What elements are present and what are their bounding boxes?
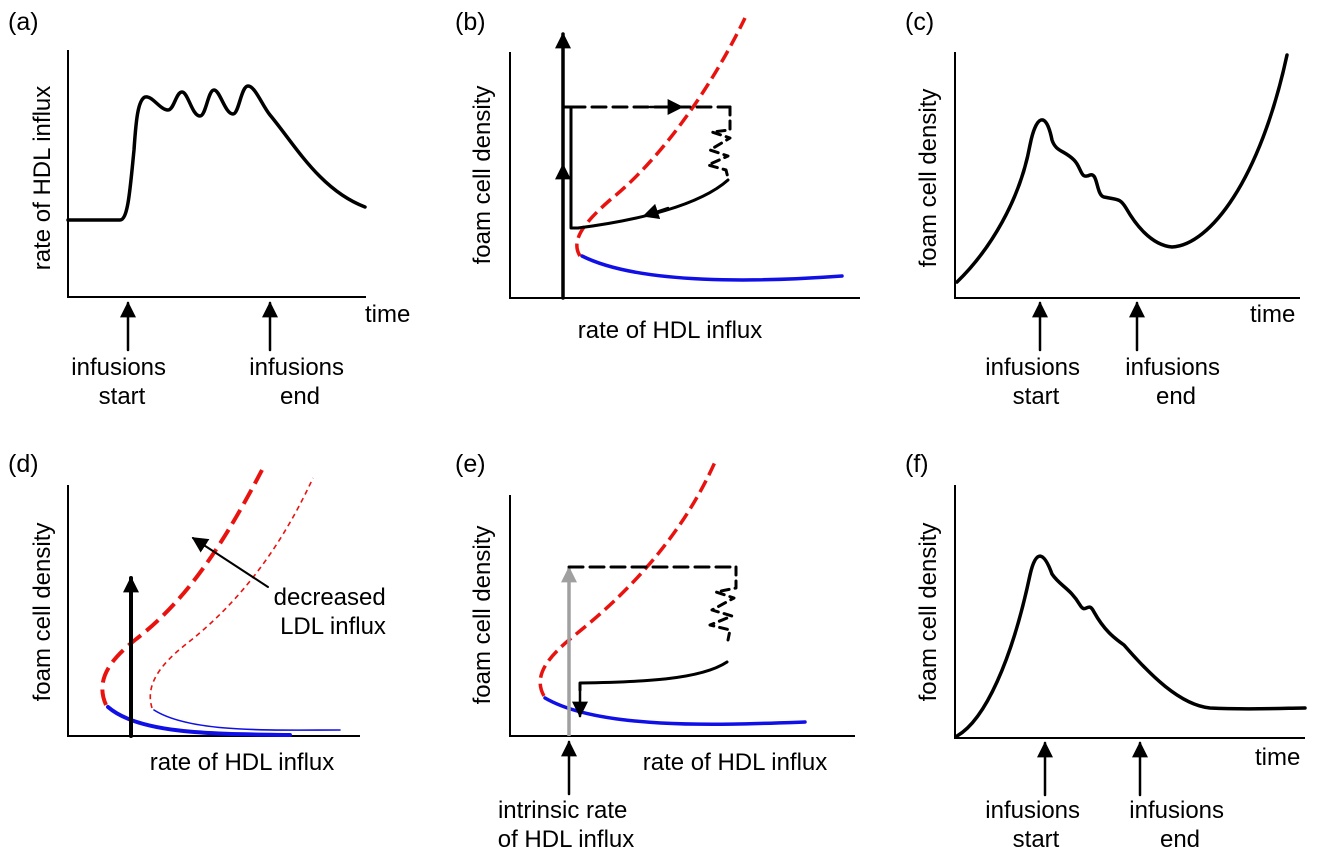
xlabel-d: rate of HDL influx bbox=[150, 749, 335, 776]
ylabel-b: foam cell density bbox=[469, 86, 496, 265]
return-arrowhead-b bbox=[642, 203, 670, 220]
panel-b: (b) foam cell density rate of HDL influx bbox=[455, 8, 860, 344]
foam-density-curve-f bbox=[955, 554, 1307, 738]
xlabel-c: time bbox=[1250, 301, 1295, 328]
panel-label-e: (e) bbox=[455, 450, 486, 478]
ylabel-e: foam cell density bbox=[469, 526, 496, 705]
xlabel-e: rate of HDL influx bbox=[643, 749, 828, 776]
foam-density-curve-c bbox=[955, 53, 1289, 284]
axes-e bbox=[509, 495, 855, 737]
end-label-a: infusions end bbox=[249, 354, 350, 410]
return-curve-b bbox=[576, 178, 730, 230]
end-label-c: infusions end bbox=[1125, 354, 1226, 410]
panel-label-a: (a) bbox=[8, 8, 39, 36]
unstable-branch-d bbox=[100, 469, 264, 706]
panel-label-b: (b) bbox=[455, 8, 486, 36]
panel-label-c: (c) bbox=[905, 8, 934, 36]
panel-label-f: (f) bbox=[905, 450, 929, 478]
return-curve-e bbox=[578, 660, 729, 692]
xlabel-b: rate of HDL influx bbox=[578, 317, 763, 344]
panel-f: (f) foam cell density time infusions sta… bbox=[905, 450, 1307, 853]
panel-label-d: (d) bbox=[8, 450, 39, 478]
stable-branch-b bbox=[580, 254, 844, 282]
annotation-d: decreased LDL influx bbox=[274, 584, 393, 640]
panel-c: (c) foam cell density time infusions sta… bbox=[905, 8, 1300, 410]
trajectory-b bbox=[561, 105, 580, 230]
start-label-f: infusions start bbox=[985, 797, 1086, 853]
xlabel-f: time bbox=[1255, 744, 1300, 771]
axes-f bbox=[954, 485, 1305, 739]
shift-arrow-d bbox=[191, 537, 269, 588]
ylabel-d: foam cell density bbox=[29, 523, 56, 702]
ylabel-a: rate of HDL influx bbox=[29, 86, 56, 271]
stable-branch-original-d bbox=[153, 709, 341, 731]
start-label-a: infusions start bbox=[71, 354, 172, 410]
stable-branch-e bbox=[543, 696, 807, 726]
panel-e: (e) foam cell density rate of HDL influx… bbox=[455, 450, 855, 853]
end-label-f: infusions end bbox=[1129, 797, 1230, 853]
start-label-c: infusions start bbox=[985, 354, 1086, 410]
panel-a: (a) rate of HDL influx time infusions st… bbox=[8, 8, 410, 410]
hdl-influx-curve-a bbox=[66, 84, 367, 222]
stable-branch-d bbox=[106, 705, 292, 737]
axes-c bbox=[954, 52, 1300, 299]
unstable-branch-b bbox=[575, 17, 747, 257]
panel-d: (d) foam cell density rate of HDL influx… bbox=[8, 450, 393, 776]
unstable-branch-original-d bbox=[149, 477, 314, 709]
axes-a bbox=[67, 50, 366, 298]
ylabel-f: foam cell density bbox=[915, 523, 942, 702]
jagged-descent-e bbox=[708, 565, 738, 642]
annotation-e: intrinsic rate of HDL influx bbox=[498, 797, 635, 853]
xlabel-a: time bbox=[365, 301, 410, 328]
ylabel-c: foam cell density bbox=[915, 89, 942, 268]
unstable-branch-e bbox=[538, 461, 717, 697]
axes-b bbox=[509, 52, 860, 299]
jagged-descent-b bbox=[706, 105, 732, 180]
